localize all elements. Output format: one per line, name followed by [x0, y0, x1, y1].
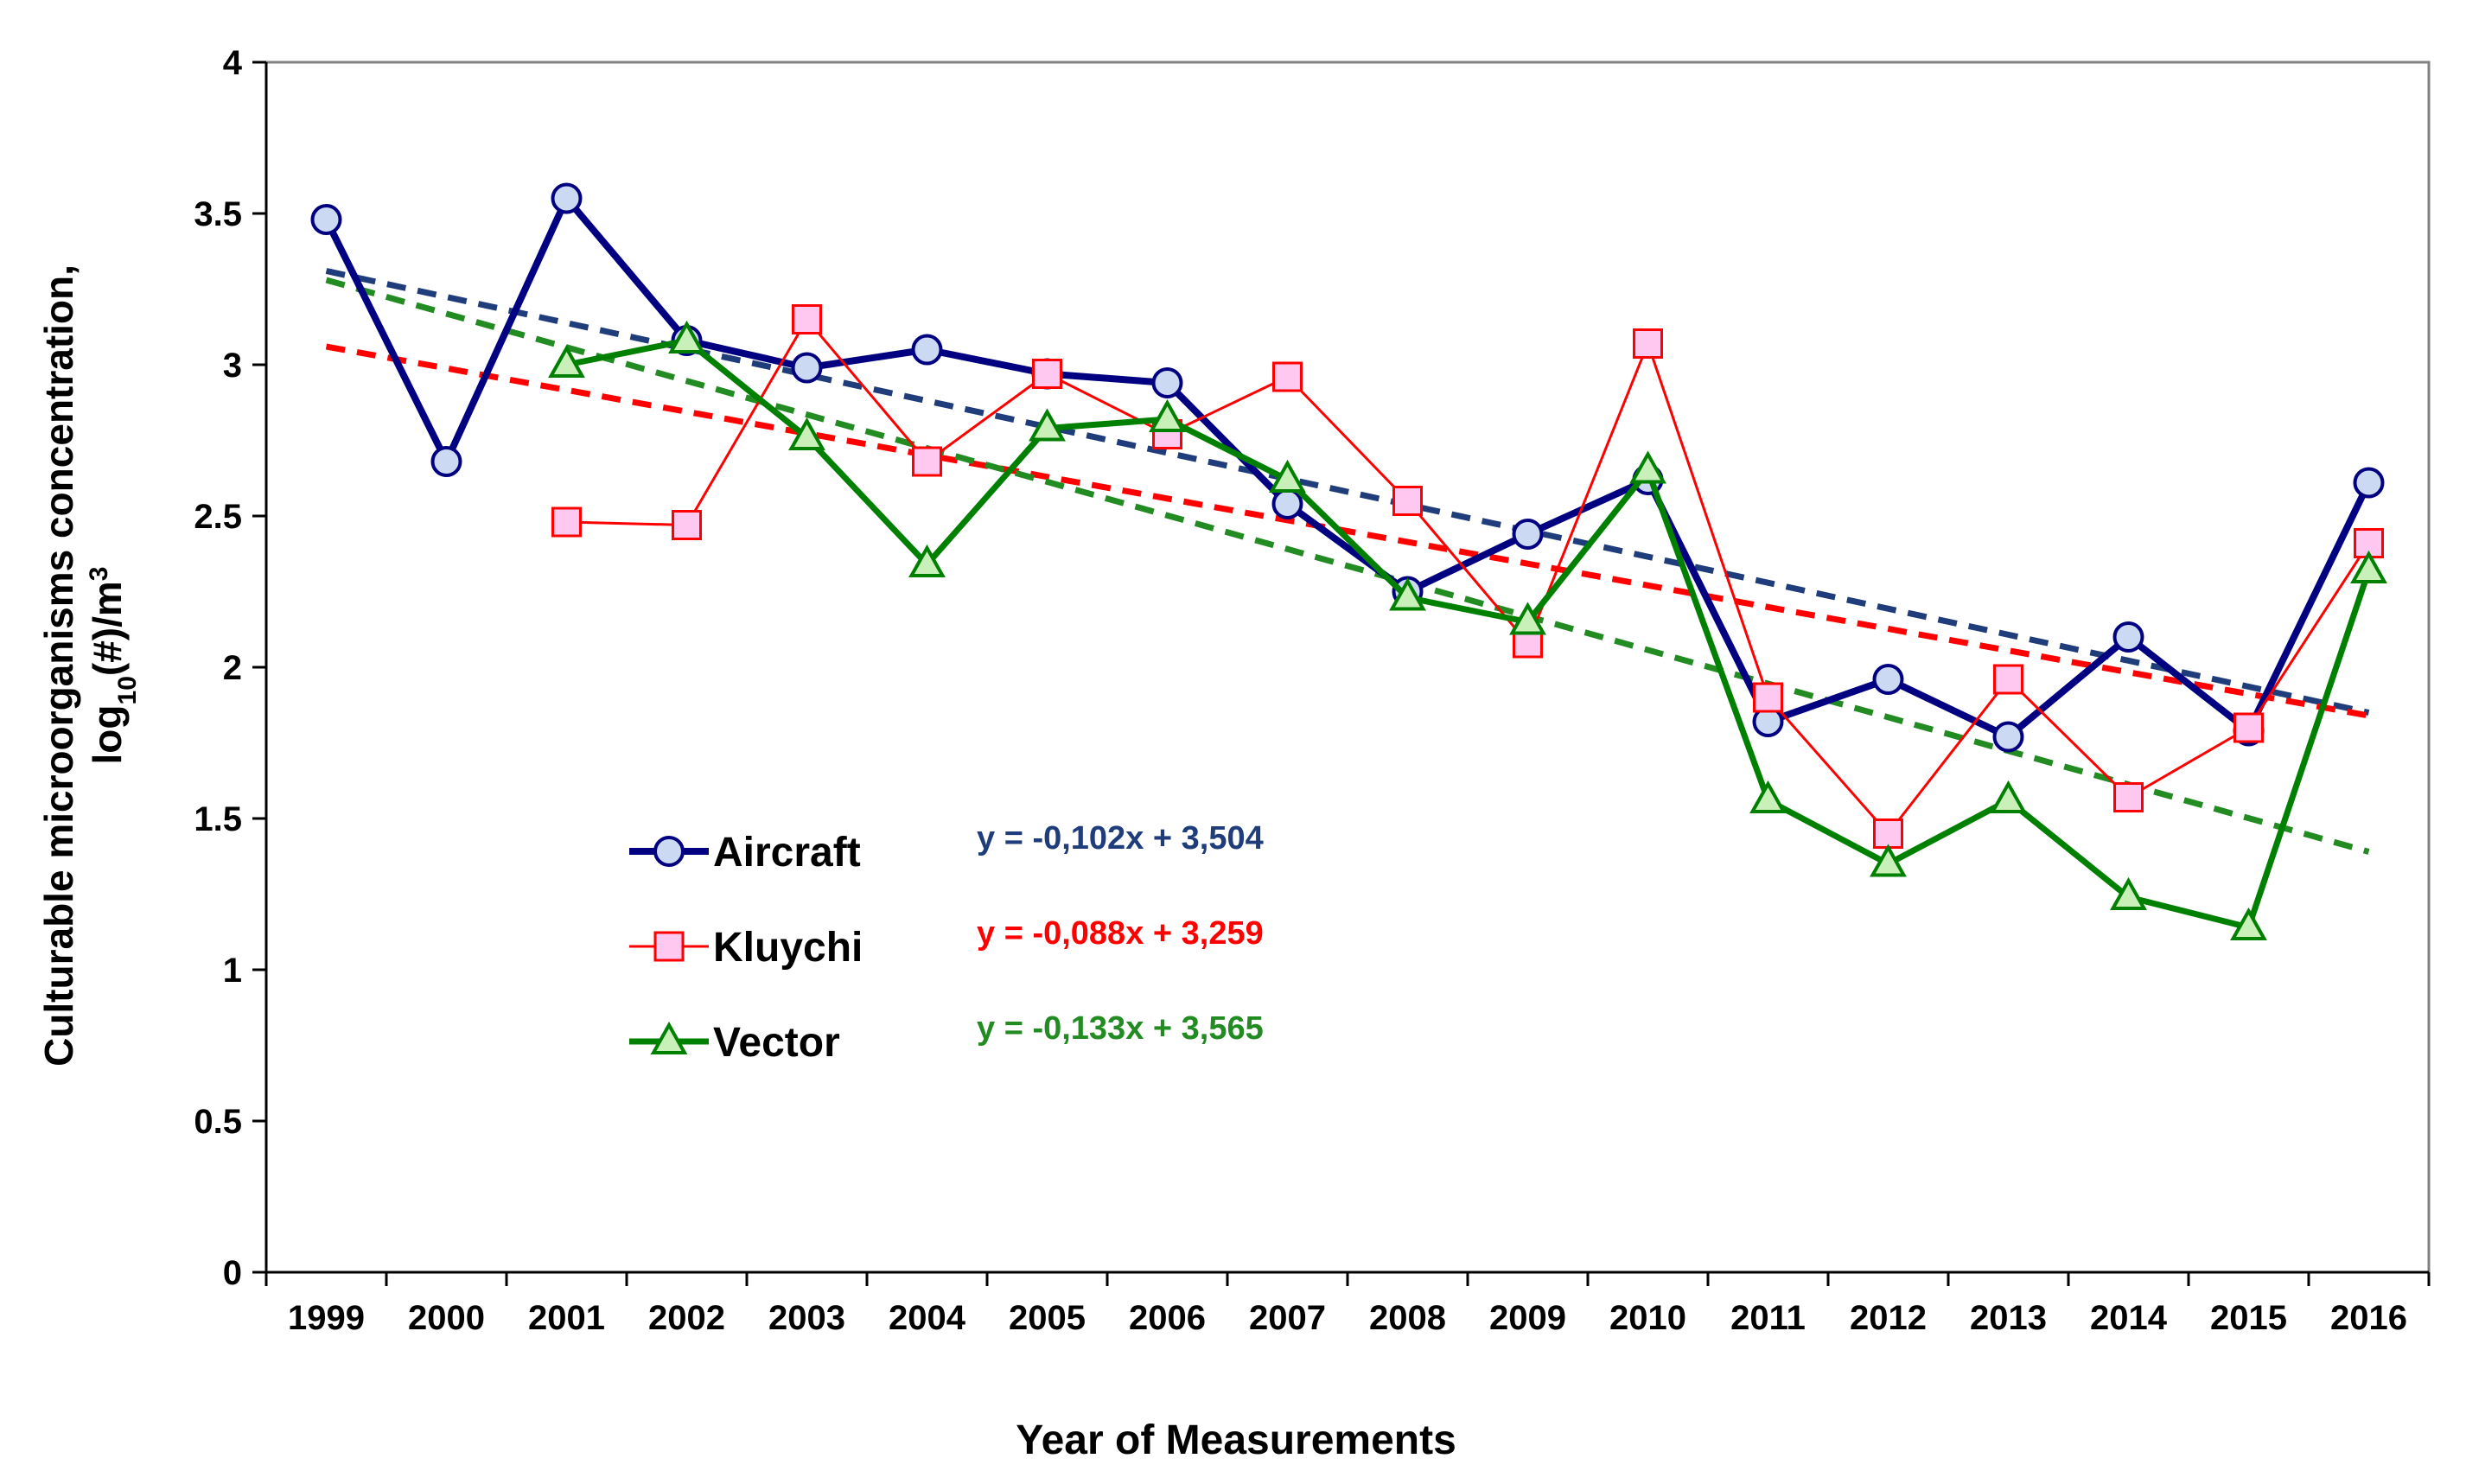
data-point-aircraft — [911, 334, 943, 366]
data-point-vector — [1029, 408, 1066, 442]
series-line-vector — [565, 337, 2372, 931]
legend-label-aircraft: Aircraft — [713, 830, 861, 876]
y-axis-label-main: Culturable microorganisms concentration, — [36, 264, 81, 1067]
y-tick-label: 3 — [223, 347, 242, 385]
legend-marker-aircraft — [653, 836, 685, 867]
data-point-vector — [1509, 602, 1546, 635]
trend-equation-vector: y = -0,133x + 3,565 — [977, 1010, 1264, 1047]
legend-label-kluychi: Kluychi — [713, 925, 863, 971]
data-point-vector — [548, 344, 585, 378]
legend-marker-vector — [650, 1021, 688, 1054]
data-point-aircraft — [1872, 664, 1904, 695]
data-point-kluychi — [1633, 328, 1663, 359]
data-point-kluychi — [1753, 682, 1783, 713]
data-series — [310, 182, 2387, 940]
data-point-kluychi — [1032, 359, 1062, 389]
data-point-vector — [2110, 876, 2147, 910]
data-point-kluychi — [1993, 664, 2023, 695]
data-point-kluychi — [1272, 361, 1303, 392]
trendline-vector — [325, 277, 2370, 855]
axes: 0 0.5 1 1.5 2 2.5 3 3.5 4 1999 2000 2001 2002 2003 200… — [194, 44, 2431, 1337]
data-point-vector — [1990, 780, 2027, 813]
x-tick-label: 2013 — [1970, 1299, 2047, 1337]
data-point-aircraft — [1151, 367, 1183, 398]
series-vector — [548, 320, 2387, 940]
legend-marker-kluychi — [653, 931, 685, 962]
x-tick-label: 2015 — [2210, 1299, 2287, 1337]
data-point-vector — [1629, 450, 1666, 484]
data-point-aircraft — [551, 182, 583, 214]
x-tick-label: 2004 — [889, 1299, 966, 1337]
legend-label-vector: Vector — [713, 1020, 840, 1066]
data-point-aircraft — [310, 204, 342, 235]
y-tick-label: 3.5 — [194, 195, 242, 233]
series-aircraft — [310, 182, 2385, 753]
data-point-aircraft — [791, 352, 823, 384]
legend: Aircraft y = -0,102x + 3,504 Kluychi y = -0… — [629, 820, 1264, 1066]
x-tick-label: 2012 — [1850, 1299, 1927, 1337]
data-point-kluychi — [672, 510, 702, 540]
series-kluychi — [551, 304, 2384, 849]
y-tick-label: 4 — [223, 44, 243, 82]
y-tick-label: 2 — [223, 649, 242, 687]
x-axis-label: Year of Measurements — [1016, 1417, 1456, 1463]
x-tick-label: 2011 — [1730, 1299, 1806, 1337]
y-tick-label: 0 — [223, 1254, 242, 1292]
x-tick-label: 2001 — [528, 1299, 605, 1337]
x-tick-label: 2009 — [1489, 1299, 1566, 1337]
trend-equation-kluychi: y = -0,088x + 3,259 — [977, 915, 1264, 952]
y-axis-label: Culturable microorganisms concentration,… — [36, 264, 142, 1067]
data-point-vector — [2350, 550, 2387, 583]
data-point-aircraft — [430, 446, 462, 477]
series-line-aircraft — [322, 194, 2373, 741]
data-point-vector — [1149, 398, 1186, 432]
x-tick-label: 2002 — [648, 1299, 725, 1337]
data-point-vector — [1389, 577, 1426, 611]
trendline-kluychi — [325, 343, 2370, 719]
y-tick-label: 1.5 — [194, 800, 242, 838]
data-point-kluychi — [551, 506, 582, 538]
y-axis-label-unit: log10(#)/m3 — [85, 567, 142, 765]
data-point-aircraft — [1271, 488, 1303, 519]
data-point-kluychi — [792, 304, 822, 334]
x-tick-label: 2005 — [1009, 1299, 1086, 1337]
data-point-vector — [2230, 907, 2267, 940]
data-point-aircraft — [1512, 519, 1544, 550]
x-tick-label: 2008 — [1369, 1299, 1446, 1337]
y-tick-label: 0.5 — [194, 1103, 242, 1141]
x-tick-label: 2003 — [768, 1299, 845, 1337]
data-point-vector — [1749, 780, 1787, 813]
x-tick-label: 2000 — [408, 1299, 485, 1337]
data-point-kluychi — [912, 446, 942, 477]
x-tick-label: 2007 — [1249, 1299, 1326, 1337]
data-point-vector — [1870, 844, 1907, 877]
data-point-kluychi — [2233, 712, 2264, 743]
data-point-vector — [788, 417, 825, 450]
y-tick-label: 1 — [223, 952, 242, 990]
y-tick-label: 2.5 — [194, 498, 242, 536]
data-point-aircraft — [2353, 467, 2385, 499]
x-tick-label: 2014 — [2090, 1299, 2168, 1337]
series-line-kluychi — [566, 318, 2370, 835]
data-point-aircraft — [1992, 721, 2024, 753]
data-point-kluychi — [1392, 486, 1423, 516]
x-tick-label: 2010 — [1609, 1299, 1686, 1337]
x-tick-label: 2006 — [1129, 1299, 1206, 1337]
x-tick-label: 2016 — [2330, 1299, 2407, 1337]
x-tick-label: 1999 — [288, 1299, 365, 1337]
data-point-vector — [1269, 459, 1306, 493]
trend-lines — [325, 268, 2370, 855]
trendline-aircraft — [325, 268, 2370, 716]
data-point-kluychi — [1873, 818, 1903, 849]
data-point-kluychi — [2113, 782, 2144, 812]
data-point-vector — [908, 544, 946, 577]
data-point-aircraft — [2112, 621, 2144, 653]
trend-equation-aircraft: y = -0,102x + 3,504 — [977, 820, 1264, 857]
data-point-vector — [668, 320, 705, 353]
